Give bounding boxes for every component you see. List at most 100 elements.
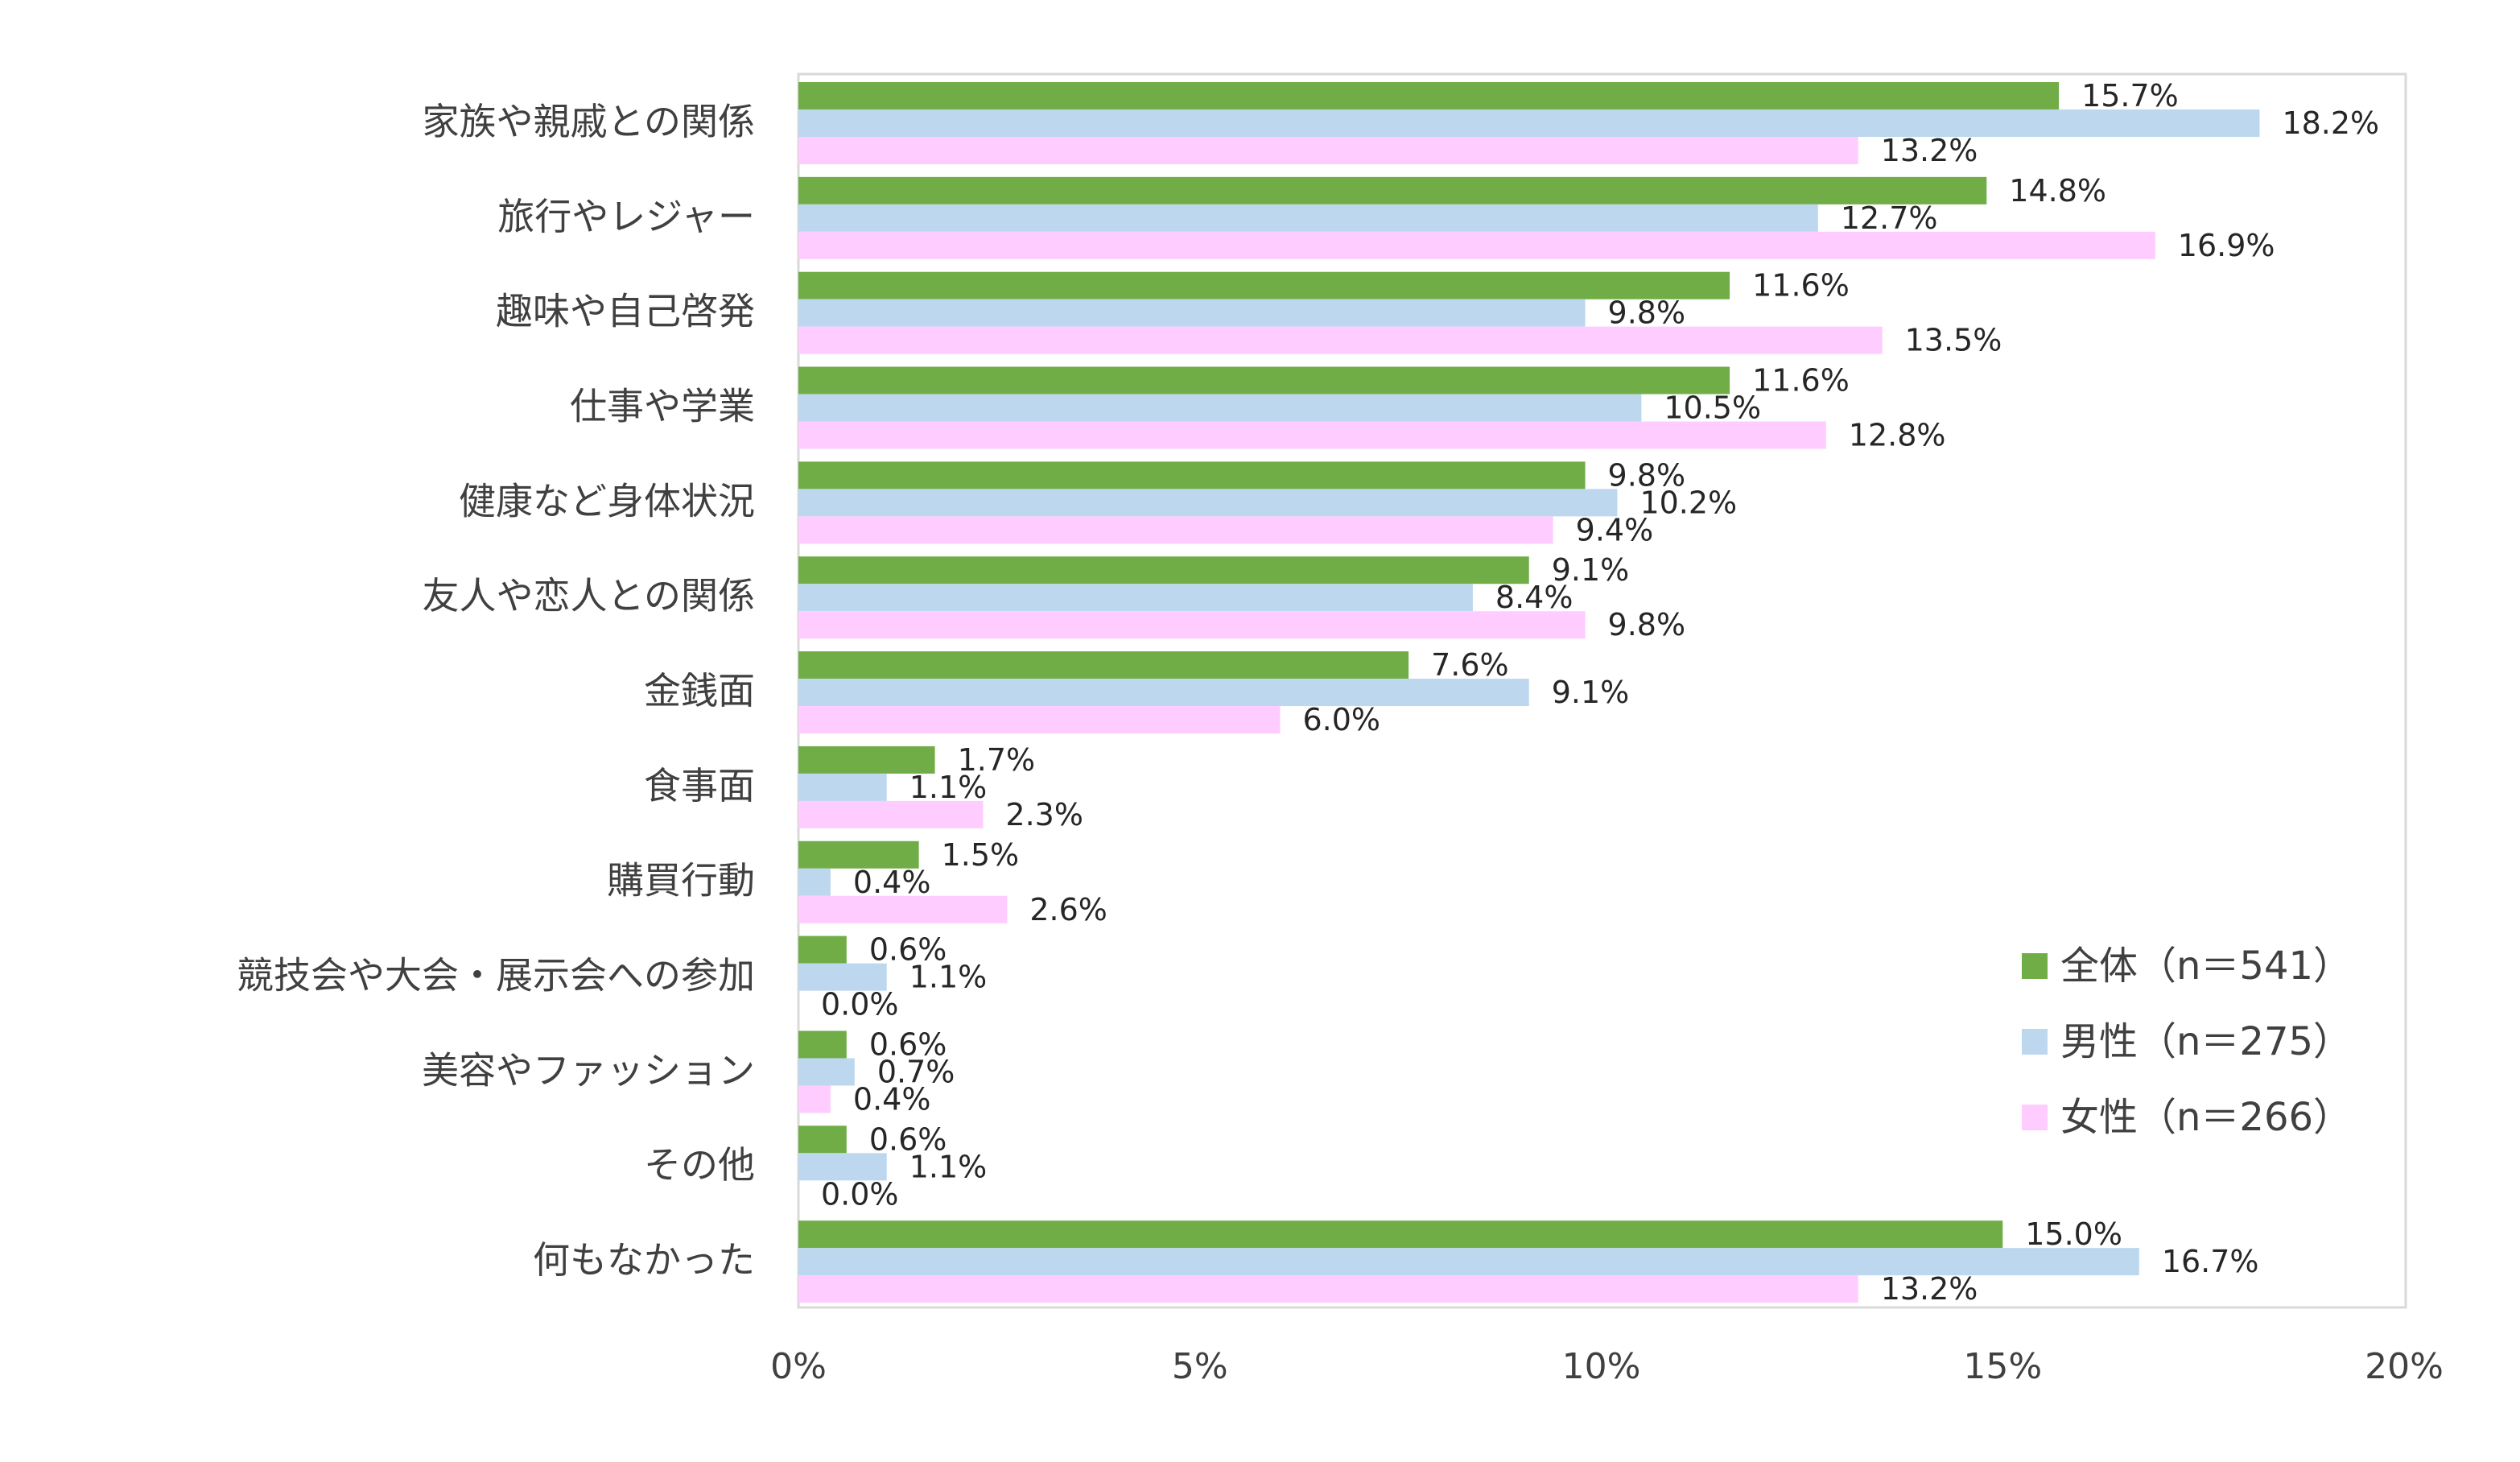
- legend-label: 全体（n＝541）: [2060, 944, 2352, 989]
- bar: [798, 1275, 1858, 1303]
- data-label: 15.7%: [2081, 78, 2179, 114]
- data-label: 9.8%: [1608, 607, 1686, 642]
- bar: [798, 461, 1586, 489]
- bar: [798, 82, 2060, 109]
- category-label: 美容やファッション: [422, 1048, 755, 1092]
- data-label: 1.5%: [942, 837, 1020, 873]
- bar: [798, 935, 847, 964]
- bar: [798, 489, 1618, 517]
- bar: [798, 963, 887, 991]
- data-label: 9.4%: [1576, 512, 1654, 547]
- data-label: 9.1%: [1552, 552, 1630, 588]
- category-label: 家族や親戚との関係: [422, 100, 755, 143]
- data-label: 16.9%: [2178, 228, 2275, 263]
- x-tick-label: 20%: [2365, 1346, 2444, 1387]
- data-label: 14.8%: [2009, 173, 2106, 209]
- legend-swatch: [2022, 1029, 2048, 1055]
- data-label: 11.6%: [1752, 268, 1850, 304]
- data-label: 13.2%: [1881, 133, 1978, 168]
- bar: [798, 1153, 887, 1181]
- bar: [798, 326, 1883, 354]
- data-label: 2.3%: [1005, 797, 1083, 832]
- data-label: 0.0%: [821, 1176, 899, 1212]
- bar: [798, 231, 2155, 259]
- data-label: 0.4%: [853, 865, 931, 900]
- data-label: 15.0%: [2025, 1216, 2122, 1252]
- data-label: 18.2%: [2282, 105, 2379, 141]
- x-tick-label: 10%: [1562, 1346, 1641, 1387]
- data-label: 7.6%: [1431, 647, 1509, 683]
- bar: [798, 584, 1473, 612]
- data-label: 1.7%: [958, 742, 1036, 778]
- bar: [798, 745, 935, 774]
- legend-swatch: [2022, 953, 2048, 979]
- bar: [798, 109, 2260, 137]
- bar: [798, 299, 1586, 327]
- category-label: 旅行やレジャー: [497, 195, 755, 238]
- category-label: 競技会や大会・展示会への参加: [237, 954, 755, 997]
- data-label: 9.8%: [1608, 295, 1686, 331]
- bar: [798, 1030, 847, 1059]
- category-label: 趣味や自己啓発: [496, 290, 755, 333]
- data-label: 0.4%: [853, 1081, 931, 1117]
- bar: [798, 556, 1529, 584]
- x-tick-label: 0%: [770, 1346, 827, 1387]
- data-label: 11.6%: [1752, 363, 1850, 399]
- legend-label: 男性（n＝275）: [2060, 1019, 2352, 1064]
- bar: [798, 516, 1553, 544]
- bar: [798, 800, 984, 828]
- data-label: 9.8%: [1608, 457, 1686, 493]
- bar: [798, 840, 919, 869]
- legend-label: 女性（n＝266）: [2060, 1095, 2352, 1140]
- bar: [798, 137, 1858, 164]
- data-label: 16.7%: [2162, 1244, 2259, 1279]
- bar: [798, 1220, 2003, 1249]
- data-label: 10.5%: [1664, 390, 1761, 426]
- bar: [798, 204, 1818, 232]
- bar: [798, 1085, 831, 1113]
- bar: [798, 868, 831, 896]
- bar: [798, 895, 1008, 923]
- category-labels: 家族や親戚との関係旅行やレジャー趣味や自己啓発仕事や学業健康など身体状況友人や恋…: [237, 100, 755, 1282]
- bar: [798, 1248, 2139, 1276]
- data-label: 2.6%: [1029, 892, 1107, 927]
- data-label: 12.8%: [1849, 418, 1946, 453]
- bar: [798, 271, 1730, 299]
- category-label: 購買行動: [607, 859, 755, 902]
- bar: [798, 366, 1730, 394]
- bar: [798, 1058, 855, 1086]
- data-label: 8.4%: [1495, 580, 1573, 615]
- category-label: 食事面: [644, 764, 755, 807]
- data-label: 6.0%: [1303, 702, 1381, 737]
- data-label: 12.7%: [1841, 200, 1938, 236]
- data-label: 13.2%: [1881, 1271, 1978, 1307]
- data-label: 9.1%: [1552, 675, 1630, 710]
- bar: [798, 611, 1586, 639]
- data-label: 13.5%: [1905, 323, 2002, 358]
- data-label: 0.6%: [869, 1121, 947, 1157]
- data-label: 0.6%: [869, 1026, 947, 1062]
- data-label: 1.1%: [909, 1149, 988, 1184]
- legend: 全体（n＝541） 男性（n＝275） 女性（n＝266）: [2022, 944, 2352, 1140]
- bar: [798, 394, 1642, 422]
- bar: [798, 176, 1987, 204]
- category-label: 金銭面: [644, 669, 755, 712]
- bar: [798, 651, 1409, 679]
- data-label: 0.6%: [869, 932, 947, 968]
- bars-layer: 15.7%18.2%13.2%14.8%12.7%16.9%11.6%9.8%1…: [798, 78, 2379, 1307]
- category-label: 健康など身体状況: [459, 479, 755, 522]
- category-label: その他: [644, 1143, 755, 1187]
- x-axis-tick-labels: 0% 5% 10% 15% 20%: [770, 1346, 2444, 1387]
- bar: [798, 679, 1529, 707]
- bar: [798, 706, 1281, 734]
- category-label: 友人や恋人との関係: [422, 574, 755, 617]
- bar: [798, 421, 1826, 449]
- x-tick-label: 5%: [1172, 1346, 1228, 1387]
- data-label: 1.1%: [909, 960, 988, 995]
- data-label: 1.1%: [909, 770, 988, 805]
- legend-swatch: [2022, 1105, 2048, 1130]
- data-label: 0.0%: [821, 987, 899, 1022]
- data-label: 0.7%: [877, 1054, 955, 1089]
- data-label: 10.2%: [1639, 485, 1737, 520]
